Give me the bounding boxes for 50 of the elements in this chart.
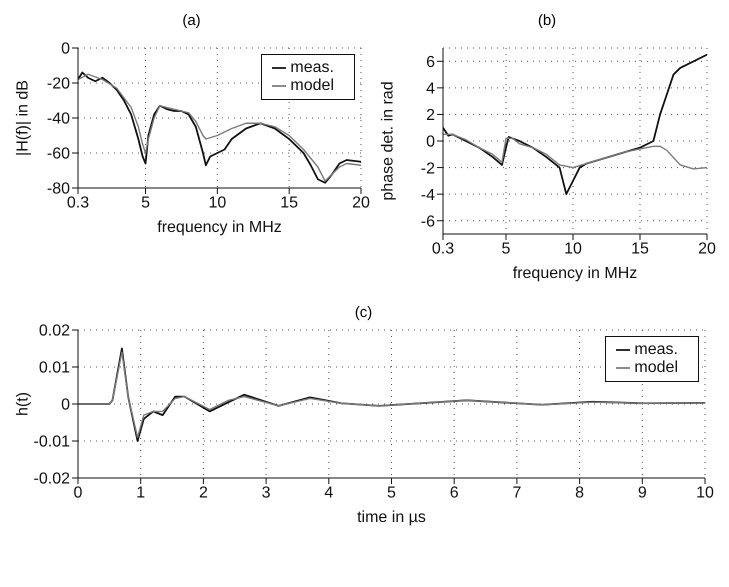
x-axis-title: frequency in MHz xyxy=(512,265,638,282)
y-tick-label: 0 xyxy=(61,40,70,58)
x-tick-label: 15 xyxy=(631,240,649,258)
x-tick-label: 20 xyxy=(698,240,716,258)
chart-title: (a) xyxy=(181,12,202,29)
line-series xyxy=(443,134,707,170)
x-tick-label: 1 xyxy=(136,484,146,502)
x-tick-label: 10 xyxy=(564,240,582,258)
x-tick-label: 3 xyxy=(262,484,271,502)
y-tick-label: 0 xyxy=(61,396,70,414)
y-tick-label: -2 xyxy=(420,160,436,178)
legend-label: meas. xyxy=(290,59,334,76)
chart-title: (c) xyxy=(354,304,374,321)
x-tick-label: 0 xyxy=(74,484,83,502)
chart-title: (b) xyxy=(536,12,558,29)
x-tick-label: 7 xyxy=(512,484,522,502)
y-tick-label: -6 xyxy=(420,213,436,230)
x-tick-label: 15 xyxy=(280,194,298,212)
y-tick-label: 0.02 xyxy=(38,322,70,340)
x-tick-label: 0.3 xyxy=(432,240,454,258)
x-tick-label: 6 xyxy=(450,484,459,502)
y-tick-label: 0 xyxy=(426,134,436,151)
y-tick-label: -0.01 xyxy=(34,434,70,451)
y-tick-label: 6 xyxy=(426,54,436,71)
x-tick-label: 5 xyxy=(141,194,150,212)
y-tick-label: 2 xyxy=(426,107,436,124)
x-tick-label: 10 xyxy=(696,484,714,502)
y-tick-label: -0.02 xyxy=(34,470,70,488)
y-tick-label: -20 xyxy=(46,76,70,93)
x-tick-label: 20 xyxy=(352,194,370,212)
y-tick-label: -40 xyxy=(46,110,70,128)
y-tick-label: 0.01 xyxy=(38,360,70,377)
y-axis-title: phase det. in rad xyxy=(380,81,397,201)
x-tick-label: 5 xyxy=(387,484,396,502)
x-tick-label: 4 xyxy=(324,484,334,502)
legend-label: model xyxy=(634,359,678,376)
y-tick-label: -4 xyxy=(420,186,436,204)
x-tick-label: 5 xyxy=(502,240,511,258)
y-tick-label: 4 xyxy=(426,80,436,98)
x-tick-label: 2 xyxy=(198,484,208,502)
x-tick-label: 8 xyxy=(575,484,584,502)
y-axis-title: |H(f)| in dB xyxy=(14,80,32,156)
y-tick-label: -60 xyxy=(46,146,70,163)
y-axis-title: h(t) xyxy=(14,392,32,416)
x-axis-title: frequency in MHz xyxy=(157,219,282,236)
x-axis-title: time in µs xyxy=(357,509,426,526)
legend-label: meas. xyxy=(634,341,678,358)
legend-label: model xyxy=(290,77,334,94)
x-tick-label: 10 xyxy=(208,194,226,212)
x-tick-label: 9 xyxy=(638,484,647,502)
